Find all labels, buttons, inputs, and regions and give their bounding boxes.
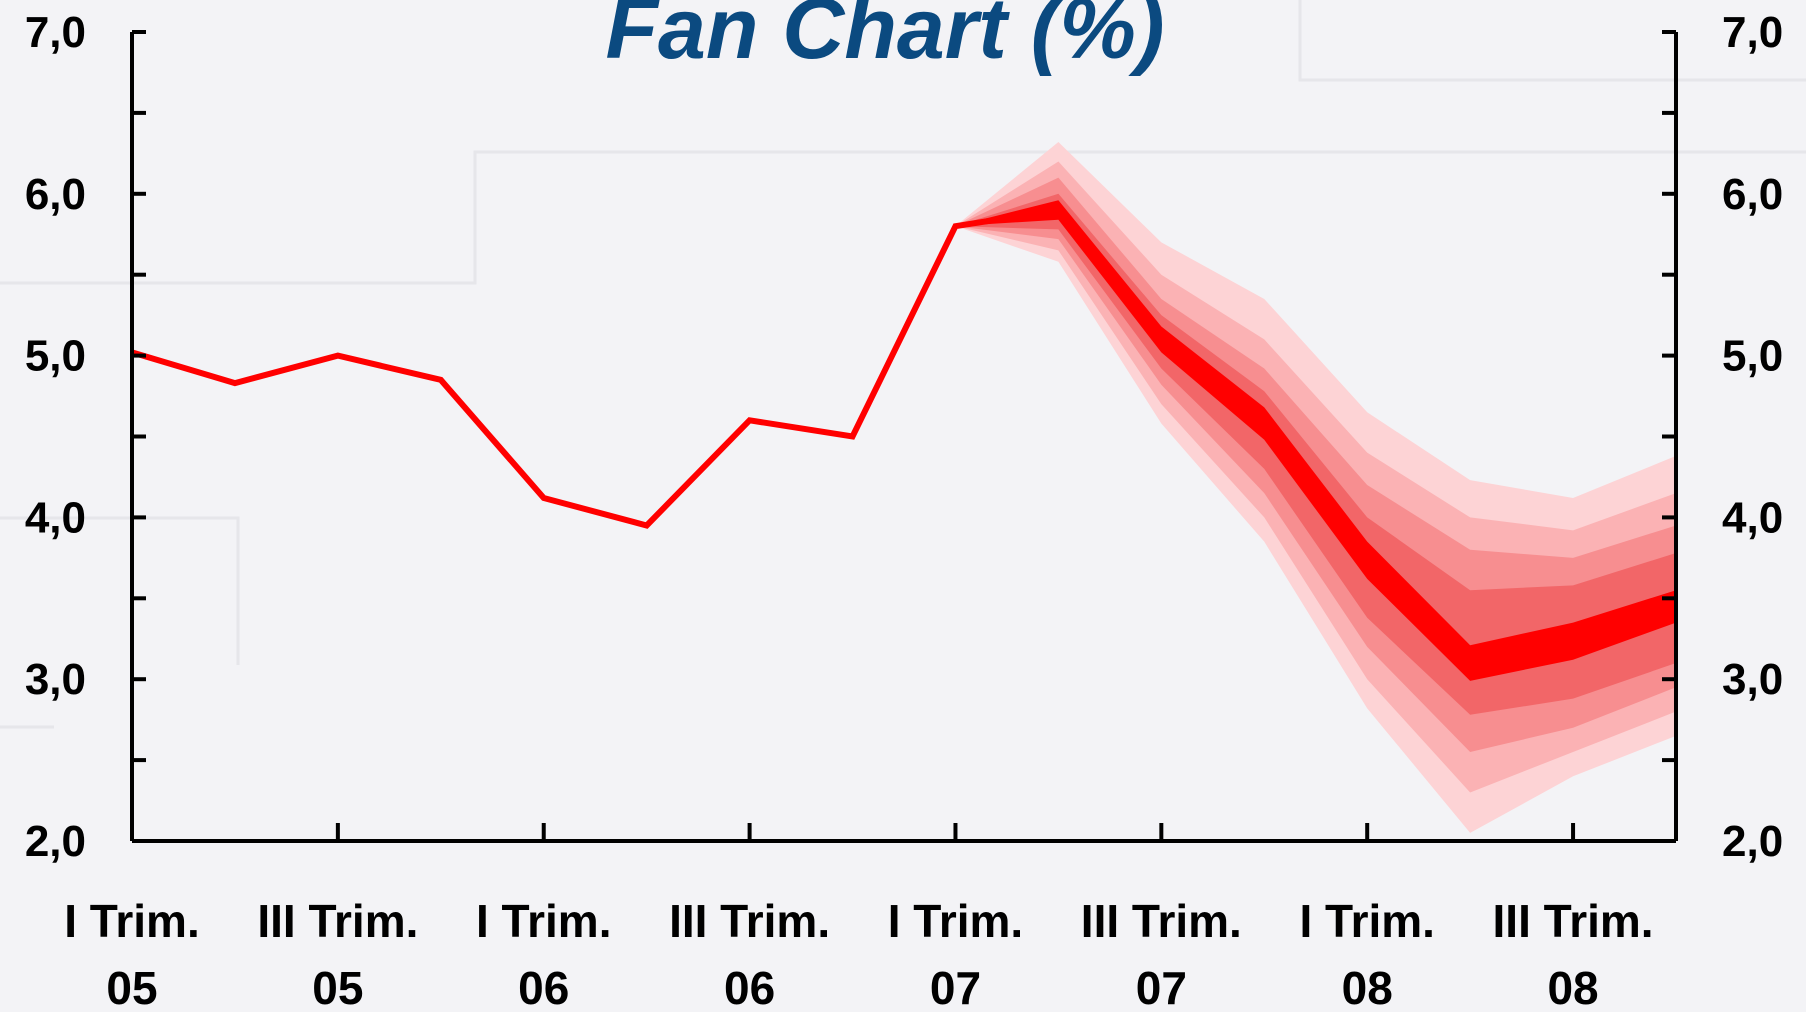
x-tick-label: I Trim. bbox=[476, 895, 611, 947]
x-tick-label: 08 bbox=[1342, 962, 1393, 1012]
x-tick-label: I Trim. bbox=[1299, 895, 1434, 947]
fan-band bbox=[955, 193, 1676, 715]
x-tick-label: III Trim. bbox=[669, 895, 830, 947]
y-tick-label: 2,0 bbox=[25, 817, 86, 866]
x-tick-label: 07 bbox=[930, 962, 981, 1012]
x-tick-label: 06 bbox=[518, 962, 569, 1012]
y2-tick-label: 2,0 bbox=[1722, 817, 1783, 866]
y-tick-label: 6,0 bbox=[25, 170, 86, 219]
chart-title: Fan Chart (%) bbox=[606, 0, 1165, 77]
line-series bbox=[131, 206, 1677, 667]
y2-tick-label: 5,0 bbox=[1722, 332, 1783, 381]
x-tick-label: I Trim. bbox=[888, 895, 1023, 947]
x-tick-label: I Trim. bbox=[64, 895, 199, 947]
y-tick-label: 5,0 bbox=[25, 332, 86, 381]
x-tick-label: 08 bbox=[1547, 962, 1598, 1012]
x-tick-label: III Trim. bbox=[1081, 895, 1242, 947]
y-tick-label: 3,0 bbox=[25, 655, 86, 704]
x-tick-label: 05 bbox=[312, 962, 363, 1012]
y2-tick-label: 3,0 bbox=[1722, 655, 1783, 704]
x-tick-label: III Trim. bbox=[257, 895, 418, 947]
x-tick-label: 06 bbox=[724, 962, 775, 1012]
y2-tick-label: 6,0 bbox=[1722, 170, 1783, 219]
x-tick-label: 05 bbox=[106, 962, 157, 1012]
y2-tick-label: 4,0 bbox=[1722, 493, 1783, 542]
y-tick-label: 4,0 bbox=[25, 493, 86, 542]
y-tick-label: 7,0 bbox=[25, 8, 86, 57]
y2-tick-label: 7,0 bbox=[1722, 8, 1783, 57]
x-tick-label: 07 bbox=[1136, 962, 1187, 1012]
x-tick-label: III Trim. bbox=[1493, 895, 1654, 947]
